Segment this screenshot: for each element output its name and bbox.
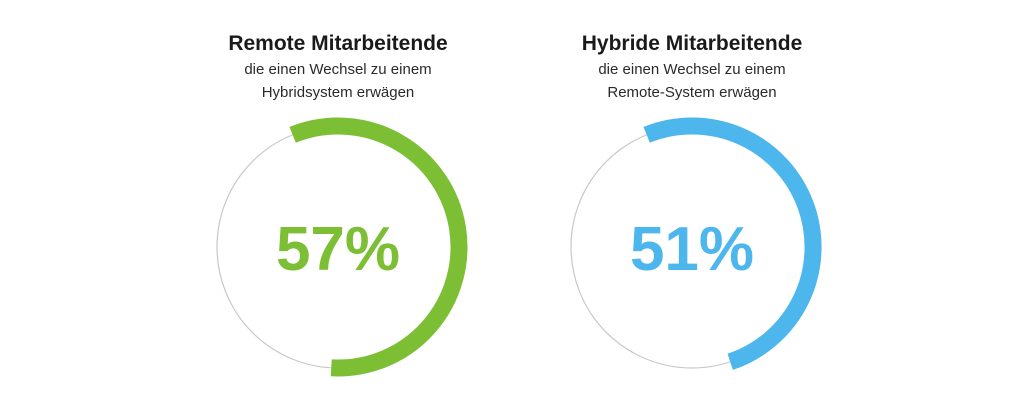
chart-subtitle-line2: Remote-System erwägen (607, 84, 777, 101)
donut-chart-hybrid: Hybride Mitarbeitende die einen Wechsel … (512, 0, 872, 404)
chart-title: Remote Mitarbeitende (228, 32, 448, 55)
donut-value-arc (289, 117, 468, 377)
chart-subtitle-line1: die einen Wechsel zu einem (598, 61, 786, 78)
percent-label: 51% (630, 215, 754, 284)
percent-label: 57% (276, 215, 400, 284)
chart-subtitle-line2: Hybridsystem erwägen (261, 84, 415, 101)
donut-svg: 57% (216, 117, 468, 377)
chart-subtitle-line1: die einen Wechsel zu einem (244, 61, 432, 78)
donut-svg: 51% (570, 117, 822, 370)
chart-title: Hybride Mitarbeitende (581, 32, 803, 55)
donut-value-arc (643, 117, 822, 370)
donut-chart-remote: Remote Mitarbeitende die einen Wechsel z… (158, 0, 518, 404)
